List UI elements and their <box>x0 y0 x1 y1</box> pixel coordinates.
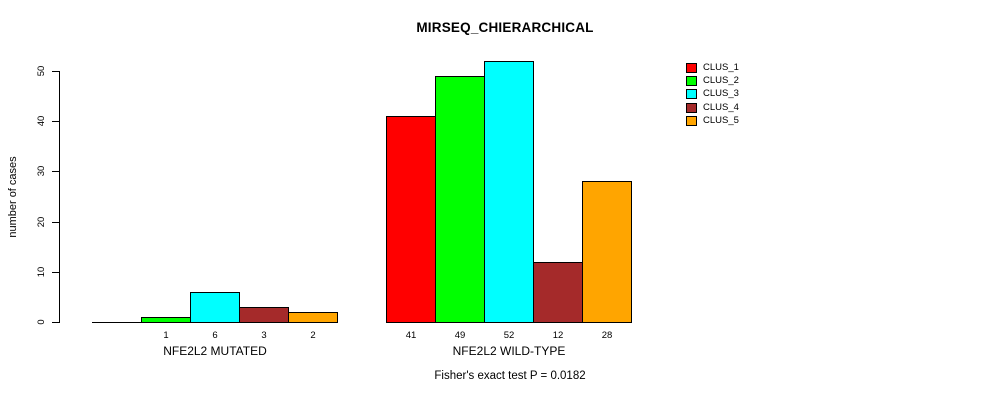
y-tick <box>52 272 59 273</box>
bar-value-label: 3 <box>261 330 267 341</box>
y-tick <box>52 121 59 122</box>
bar-nfe2l2-mutated-clus_2 <box>141 317 191 323</box>
bar-nfe2l2-mutated-clus_4 <box>239 307 289 323</box>
legend-swatch-clus_5 <box>686 116 697 127</box>
legend-label: CLUS_3 <box>703 88 739 100</box>
y-tick <box>52 322 59 323</box>
y-tick-label: 50 <box>36 65 47 77</box>
legend-swatch-clus_4 <box>686 102 697 113</box>
y-axis <box>59 71 60 323</box>
legend-label: CLUS_5 <box>703 115 739 127</box>
legend-swatch-clus_2 <box>686 76 697 87</box>
y-tick <box>52 171 59 172</box>
bar-nfe2l2-wild-type-clus_3 <box>484 61 534 323</box>
y-tick-label: 30 <box>36 165 47 177</box>
bar-value-label: 52 <box>503 330 515 341</box>
legend: CLUS_1 CLUS_2 CLUS_3 CLUS_4 CLUS_5 <box>686 61 739 128</box>
bar-nfe2l2-mutated-clus_5 <box>288 312 338 323</box>
legend-item-clus_3: CLUS_3 <box>686 88 739 101</box>
bar-nfe2l2-wild-type-clus_2 <box>435 76 485 323</box>
y-tick-label: 0 <box>36 319 47 325</box>
y-tick-label: 40 <box>36 115 47 127</box>
bar-nfe2l2-mutated-clus_3 <box>190 292 240 323</box>
bar-value-label: 49 <box>454 330 466 341</box>
bar-nfe2l2-wild-type-clus_5 <box>582 181 632 323</box>
bar-nfe2l2-wild-type-clus_4 <box>533 262 583 323</box>
y-tick <box>52 222 59 223</box>
bar-nfe2l2-wild-type-clus_1 <box>386 116 436 323</box>
y-tick-label: 10 <box>36 266 47 278</box>
legend-label: CLUS_4 <box>703 101 739 113</box>
legend-swatch-clus_1 <box>686 62 697 73</box>
chart-title: MIRSEQ_CHIERARCHICAL <box>416 20 594 35</box>
x-group-label-mutated: NFE2L2 MUTATED <box>163 344 267 358</box>
bar-nfe2l2-mutated-clus_1 <box>92 322 142 323</box>
x-group-label-wild-type: NFE2L2 WILD-TYPE <box>452 344 566 358</box>
y-tick-label: 20 <box>36 216 47 228</box>
bar-value-label: 41 <box>405 330 417 341</box>
legend-swatch-clus_3 <box>686 89 697 100</box>
legend-label: CLUS_1 <box>703 61 739 73</box>
bar-value-label: 6 <box>212 330 218 341</box>
legend-item-clus_1: CLUS_1 <box>686 61 739 74</box>
y-axis-label: number of cases <box>7 156 19 238</box>
bar-value-label: 28 <box>601 330 613 341</box>
legend-item-clus_5: CLUS_5 <box>686 115 739 128</box>
legend-label: CLUS_2 <box>703 75 739 87</box>
bar-value-label: 2 <box>310 330 316 341</box>
bar-value-label: 1 <box>163 330 169 341</box>
legend-item-clus_4: CLUS_4 <box>686 101 739 114</box>
fisher-test-note: Fisher's exact test P = 0.0182 <box>434 370 586 382</box>
y-tick <box>52 71 59 72</box>
legend-item-clus_2: CLUS_2 <box>686 74 739 87</box>
bar-value-label: 12 <box>552 330 564 341</box>
